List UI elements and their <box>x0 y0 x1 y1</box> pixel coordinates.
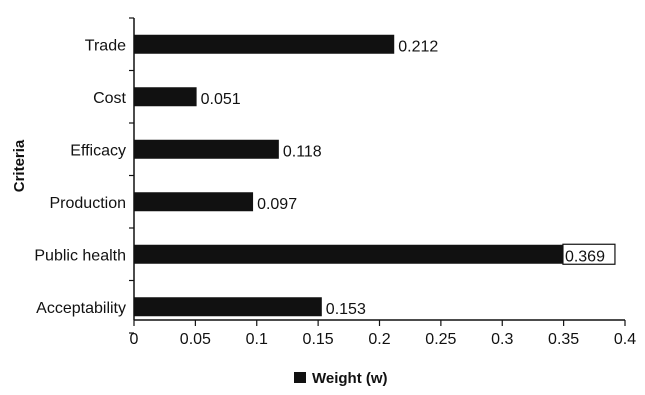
labels-layer: 0 0.05 0.1 0.15 0.2 0.25 0.3 0.35 0.4 Trade 0.212 C… <box>34 37 636 348</box>
data-label: 0.097 <box>257 196 297 213</box>
category-label: Production <box>50 195 127 212</box>
data-label: 0.051 <box>201 91 241 108</box>
x-tick-label: 0.05 <box>180 331 211 348</box>
x-tick-label: 0 <box>130 331 139 348</box>
data-label: 0.369 <box>565 248 605 265</box>
data-label: 0.153 <box>326 301 366 318</box>
category-label: Public health <box>34 247 126 264</box>
bar <box>134 87 197 107</box>
category-label: Cost <box>93 90 126 107</box>
x-tick-label: 0.1 <box>246 331 268 348</box>
bar <box>134 192 254 212</box>
axes-layer <box>129 17 626 334</box>
legend-swatch <box>294 372 306 383</box>
data-label: 0.118 <box>283 143 322 160</box>
legend-label: Weight (w) <box>312 370 388 387</box>
bar <box>134 244 587 264</box>
category-label: Efficacy <box>70 142 126 159</box>
bar <box>134 139 279 159</box>
x-tick-label: 0.15 <box>303 331 334 348</box>
x-tick-label: 0.4 <box>614 331 636 348</box>
x-tick-label: 0.2 <box>368 331 390 348</box>
x-tick-label: 0.35 <box>548 331 579 348</box>
x-tick-label: 0.25 <box>425 331 456 348</box>
legend: Weight (w) <box>294 370 388 387</box>
category-label: Acceptability <box>36 300 126 317</box>
data-label: 0.212 <box>398 38 438 55</box>
bars-layer <box>134 34 616 317</box>
category-label: Trade <box>85 37 126 54</box>
bar <box>134 34 395 54</box>
data-label-box <box>562 243 616 265</box>
bar <box>134 297 322 317</box>
y-axis-title: Criteria <box>11 139 28 192</box>
x-tick-label: 0.3 <box>491 331 513 348</box>
